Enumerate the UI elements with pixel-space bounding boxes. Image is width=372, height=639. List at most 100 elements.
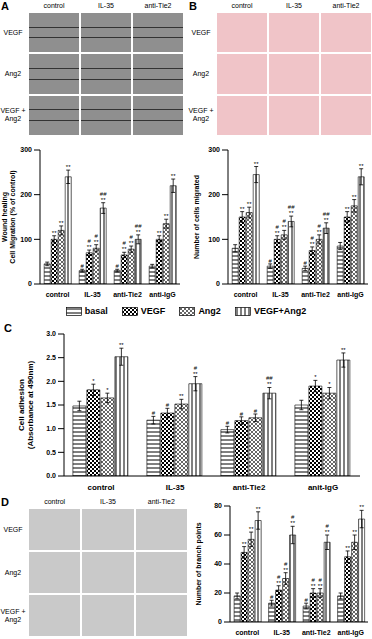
svg-text:#**: #** bbox=[310, 235, 315, 247]
svg-text:**: ** bbox=[345, 206, 350, 212]
html-text:VEGF + Ang2: VEGF + Ang2 bbox=[188, 107, 214, 123]
svg-text:#**: #** bbox=[290, 514, 295, 526]
svg-text:2.5: 2.5 bbox=[46, 354, 56, 361]
svg-text:0: 0 bbox=[216, 280, 220, 287]
svg-text:**: ** bbox=[242, 541, 247, 547]
svg-text:#**: #** bbox=[325, 523, 330, 535]
svg-text:#: # bbox=[81, 263, 85, 269]
svg-text:#: # bbox=[226, 420, 230, 426]
svg-text:3.0: 3.0 bbox=[46, 330, 56, 337]
svg-text:#: # bbox=[270, 594, 274, 600]
svg-text:##**: ##** bbox=[266, 375, 273, 387]
svg-text:**: ** bbox=[254, 161, 259, 167]
svg-text:anti-IgG: anti-IgG bbox=[149, 291, 176, 299]
svg-text:control: control bbox=[46, 291, 70, 298]
svg-text:#: # bbox=[116, 263, 120, 269]
svg-text:#**: #** bbox=[193, 365, 198, 377]
svg-text:#**: #** bbox=[276, 574, 281, 586]
svg-text:20: 20 bbox=[214, 589, 222, 596]
svg-text:#**: #** bbox=[129, 234, 134, 246]
svg-text:**: ** bbox=[249, 526, 254, 532]
svg-text:#: # bbox=[240, 411, 244, 417]
svg-text:anti-Tie2: anti-Tie2 bbox=[301, 291, 330, 298]
svg-text:anti-IgG: anti-IgG bbox=[338, 629, 365, 637]
svg-text:#: # bbox=[304, 597, 308, 603]
svg-text:0.5: 0.5 bbox=[46, 449, 56, 456]
svg-text:#: # bbox=[269, 258, 273, 264]
svg-text:##**: ##** bbox=[323, 211, 330, 223]
svg-text:#**: #** bbox=[275, 224, 280, 236]
svg-text:##**: ##** bbox=[135, 223, 142, 235]
svg-text:**: ** bbox=[341, 347, 346, 353]
svg-text:80: 80 bbox=[214, 502, 222, 509]
svg-text:*: * bbox=[92, 378, 95, 384]
svg-text:**: ** bbox=[247, 201, 252, 207]
svg-text:anit-IgG: anit-IgG bbox=[308, 483, 338, 492]
svg-text:**: ** bbox=[352, 194, 357, 200]
svg-text:**: ** bbox=[171, 173, 176, 179]
svg-text:0.0: 0.0 bbox=[46, 472, 56, 479]
svg-text:300: 300 bbox=[208, 146, 220, 153]
svg-text:Number of branch points: Number of branch points bbox=[195, 522, 203, 605]
svg-text:Number of cells migrated: Number of cells migrated bbox=[193, 175, 201, 259]
html-text:VEGF + Ang2: VEGF + Ang2 bbox=[0, 607, 26, 623]
svg-text:100: 100 bbox=[20, 236, 32, 243]
svg-text:#: # bbox=[166, 402, 170, 408]
svg-text:100: 100 bbox=[208, 236, 220, 243]
html-text:basal: basal bbox=[84, 306, 108, 316]
svg-text:40: 40 bbox=[214, 560, 222, 567]
svg-text:**: ** bbox=[256, 506, 261, 512]
svg-text:##**: ##** bbox=[100, 191, 107, 203]
svg-text:#**: #** bbox=[311, 577, 316, 589]
html-text:VEGF + Ang2: VEGF + Ang2 bbox=[0, 107, 26, 123]
svg-text:*: * bbox=[314, 374, 317, 380]
svg-text:#**: #** bbox=[283, 561, 288, 573]
svg-text:#: # bbox=[254, 408, 258, 414]
svg-text:#**: #** bbox=[318, 577, 323, 589]
svg-text:**: ** bbox=[345, 545, 350, 551]
svg-text:**: ** bbox=[179, 393, 184, 399]
svg-text:#**: #** bbox=[317, 223, 322, 235]
svg-text:anti-Tie2: anti-Tie2 bbox=[233, 483, 266, 492]
svg-text:anti-IgG: anti-IgG bbox=[337, 291, 364, 299]
svg-text:0: 0 bbox=[28, 280, 32, 287]
svg-text:**: ** bbox=[119, 342, 124, 348]
svg-text:anti-Tie2: anti-Tie2 bbox=[302, 629, 331, 636]
svg-text:1.5: 1.5 bbox=[46, 401, 56, 408]
svg-text:200: 200 bbox=[20, 191, 32, 198]
svg-text:**: ** bbox=[240, 206, 245, 212]
svg-text:1.0: 1.0 bbox=[46, 425, 56, 432]
svg-text:IL-35: IL-35 bbox=[272, 291, 288, 298]
svg-text:##**: ##** bbox=[288, 204, 295, 216]
svg-text:IL-35: IL-35 bbox=[166, 483, 185, 492]
svg-text:#**: #** bbox=[282, 218, 287, 230]
svg-text:#**: #** bbox=[122, 240, 127, 252]
svg-text:**: ** bbox=[352, 529, 357, 535]
svg-text:*: * bbox=[106, 387, 109, 393]
svg-text:#**: #** bbox=[94, 233, 99, 245]
svg-text:**: ** bbox=[66, 164, 71, 170]
svg-text:**: ** bbox=[157, 230, 162, 236]
svg-text:200: 200 bbox=[208, 191, 220, 198]
svg-text:IL-35: IL-35 bbox=[84, 291, 100, 298]
svg-text:2.0: 2.0 bbox=[46, 378, 56, 385]
svg-text:**: ** bbox=[164, 213, 169, 219]
svg-text:Cell adhesion(Absorbance at 49: Cell adhesion(Absorbance at 490nm) bbox=[17, 360, 35, 449]
svg-text:IL-35: IL-35 bbox=[274, 629, 290, 636]
svg-text:control: control bbox=[234, 291, 258, 298]
svg-text:**: ** bbox=[359, 504, 364, 510]
svg-text:control: control bbox=[87, 483, 114, 492]
svg-text:60: 60 bbox=[214, 531, 222, 538]
svg-text:anti-Tie2: anti-Tie2 bbox=[113, 291, 142, 298]
svg-text:300: 300 bbox=[20, 146, 32, 153]
svg-text:control: control bbox=[235, 629, 259, 636]
svg-text:Wound healingCell Migration (%: Wound healingCell Migration (% of contro… bbox=[1, 170, 17, 263]
svg-text:0: 0 bbox=[218, 618, 222, 625]
svg-text:*: * bbox=[328, 381, 331, 387]
svg-text:**: ** bbox=[59, 220, 64, 226]
svg-text:#: # bbox=[152, 410, 156, 416]
svg-text:#**: #** bbox=[87, 238, 92, 250]
svg-text:**: ** bbox=[52, 230, 57, 236]
svg-text:#: # bbox=[304, 260, 308, 266]
svg-text:**: ** bbox=[359, 163, 364, 169]
